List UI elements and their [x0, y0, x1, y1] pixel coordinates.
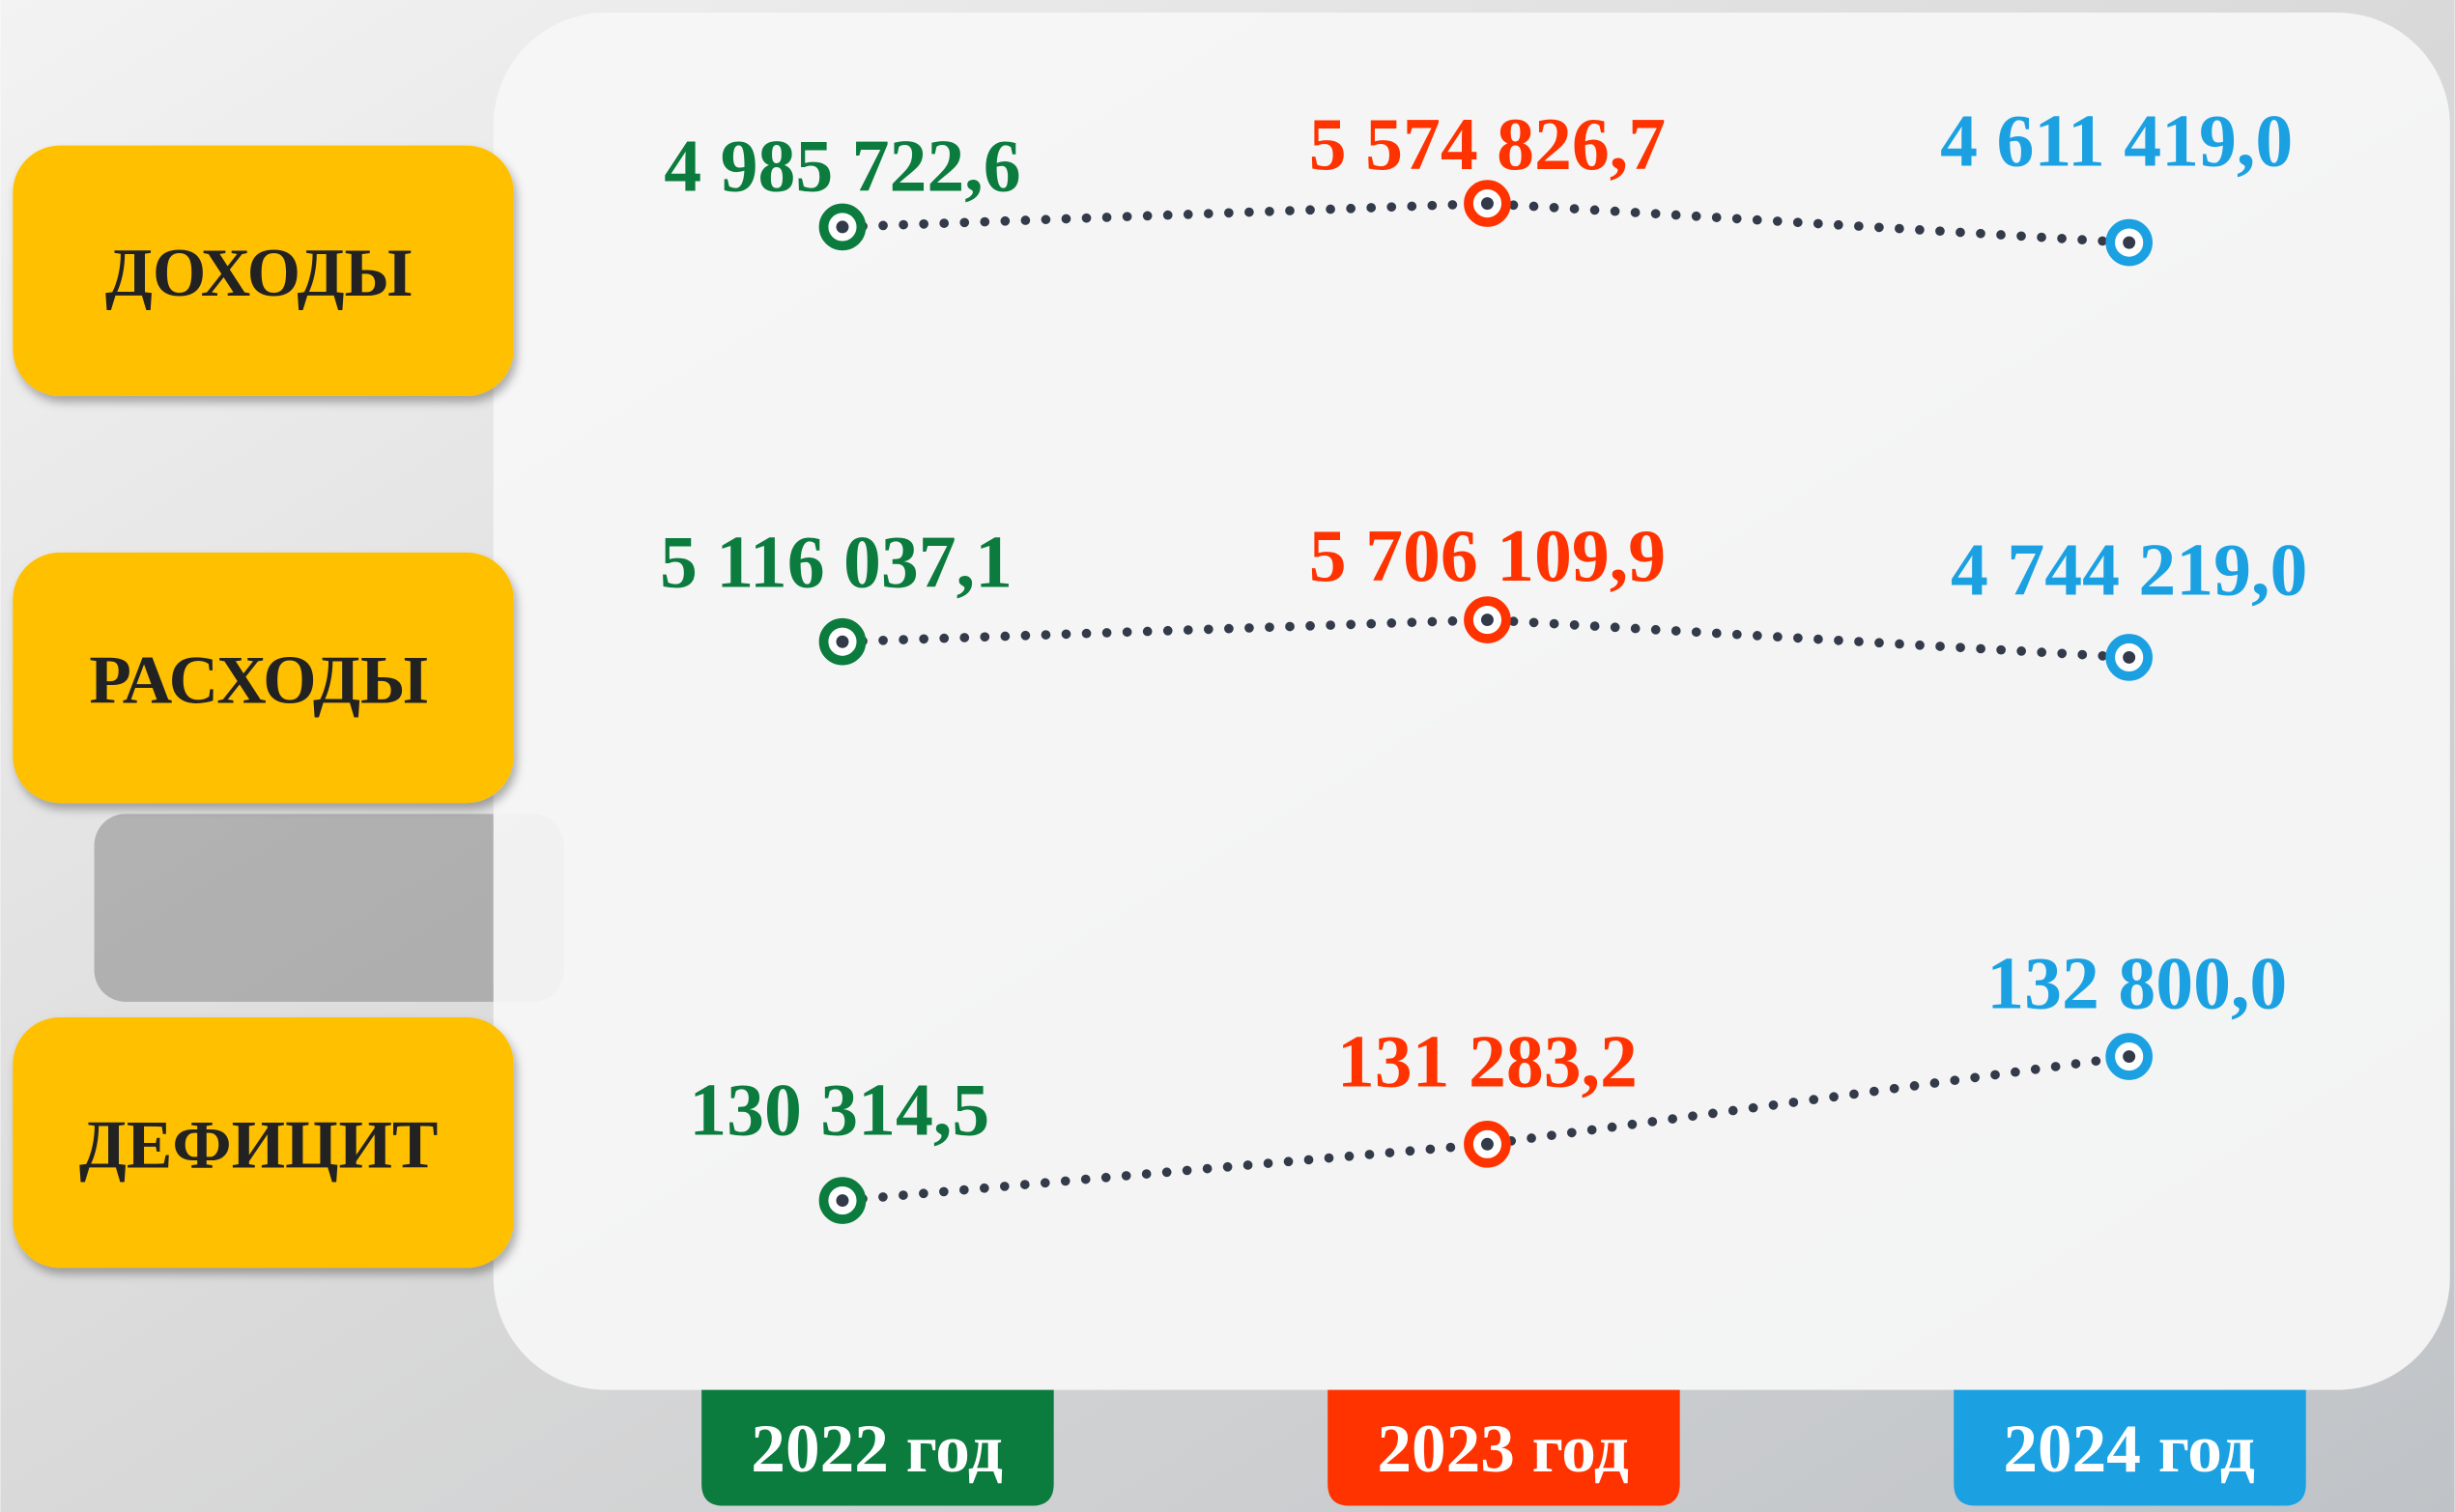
value-label: 4 611 419,0 [1940, 100, 2293, 183]
value-label: 130 314,5 [689, 1069, 989, 1152]
year-box [1954, 1389, 2306, 1506]
value-label: 5 706 109,9 [1309, 514, 1666, 597]
value-label: 131 283,2 [1337, 1019, 1638, 1102]
point-center [2123, 650, 2136, 664]
year-box [1327, 1389, 1680, 1506]
point-center [836, 1194, 849, 1208]
year-box [701, 1389, 1054, 1506]
point-center [1480, 197, 1494, 211]
background-keys [94, 813, 564, 1002]
point-center [2123, 1050, 2136, 1064]
row-label-box [13, 1017, 514, 1269]
row-label: ДЕФИЦИТ [79, 1107, 439, 1184]
value-label: 132 800,0 [1986, 941, 2287, 1024]
dotted-line [838, 198, 2134, 247]
point-center [1480, 613, 1494, 627]
point-center [836, 220, 849, 234]
content: ДОХОДЫ 4 985 722,6 5 574 826,7 4 611 419,0 Р… [13, 100, 2307, 1506]
value-label: 4 985 722,6 [664, 125, 1020, 208]
point-center [836, 635, 849, 648]
point-center [1480, 1137, 1494, 1151]
row-label-box [13, 552, 514, 804]
value-label: 5 116 037,1 [660, 521, 1013, 604]
dotted-line [838, 614, 2134, 663]
value-label: 5 574 826,7 [1309, 102, 1666, 185]
row-label-box [13, 145, 514, 396]
year-label: 2023 год [1377, 1411, 1629, 1487]
row-label: ДОХОДЫ [105, 235, 413, 311]
year-label: 2022 год [751, 1411, 1003, 1487]
year-label: 2024 год [2003, 1411, 2255, 1487]
row-label: РАСХОДЫ [89, 642, 428, 718]
point-center [2123, 236, 2136, 249]
panel [493, 12, 2450, 1390]
value-label: 4 744 219,0 [1951, 528, 2307, 612]
